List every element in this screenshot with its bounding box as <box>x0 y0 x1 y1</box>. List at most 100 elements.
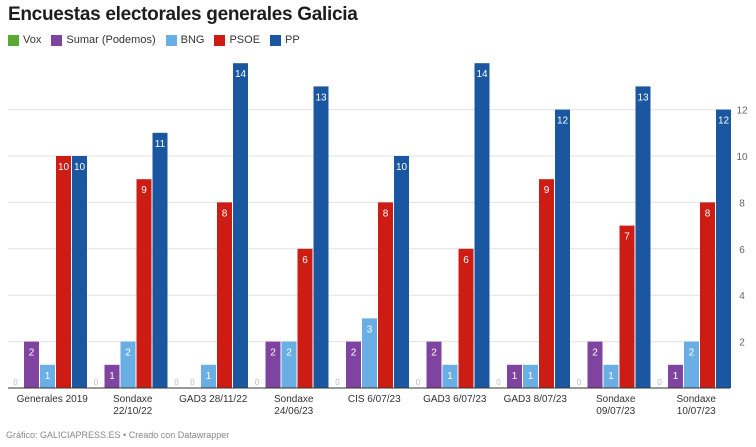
data-label: 0 <box>657 378 662 387</box>
bar-bng <box>684 341 699 388</box>
data-label: 1 <box>528 371 534 382</box>
legend-item: PSOE <box>214 34 260 46</box>
bar-bng <box>362 318 377 388</box>
data-label: 3 <box>367 324 373 335</box>
bar-pp <box>555 109 570 388</box>
x-tick-label: CIS 6/07/23 <box>348 394 401 405</box>
legend-label: Vox <box>23 34 42 46</box>
bar-psoe <box>619 225 635 388</box>
bar-bng <box>120 341 136 388</box>
data-label: 13 <box>315 92 327 103</box>
bar-psoe <box>297 248 313 388</box>
data-label: 10 <box>58 162 70 173</box>
legend-swatch <box>270 34 282 46</box>
data-label: 1 <box>673 371 679 382</box>
bar-bng <box>523 364 538 388</box>
data-label: 6 <box>463 255 469 266</box>
legend-swatch <box>165 34 177 46</box>
data-label: 1 <box>608 371 614 382</box>
data-label: 1 <box>45 371 51 382</box>
bar-bng <box>603 364 619 388</box>
y-tick-label: 4 <box>739 291 745 302</box>
data-label: 0 <box>174 378 179 387</box>
bar-bng <box>442 364 458 388</box>
data-label: 1 <box>109 371 115 382</box>
bar-pp <box>72 156 87 388</box>
bar-sumar-podemos- <box>587 341 603 388</box>
bar-psoe <box>700 202 715 388</box>
bar-pp <box>233 63 248 388</box>
legend-item: Sumar (Podemos) <box>51 34 156 46</box>
data-label: 13 <box>637 92 649 103</box>
data-label: 12 <box>557 116 569 127</box>
data-label: 10 <box>396 162 408 173</box>
x-tick-label: GAD3 28/11/22 <box>179 394 248 405</box>
bar-pp <box>313 86 329 389</box>
data-label: 0 <box>577 378 582 387</box>
legend-item: BNG <box>165 34 204 46</box>
bar-sumar-podemos- <box>426 341 442 388</box>
data-label: 11 <box>155 139 166 150</box>
bar-sumar-podemos- <box>24 341 39 388</box>
data-label: 2 <box>286 348 292 359</box>
bar-pp <box>152 132 168 388</box>
bar-psoe <box>539 179 554 388</box>
data-label: 2 <box>592 348 598 359</box>
data-label: 9 <box>544 185 550 196</box>
data-label: 0 <box>94 378 99 387</box>
data-label: 10 <box>74 162 86 173</box>
data-label: 14 <box>235 69 247 80</box>
bar-bng <box>40 364 55 388</box>
data-label: 9 <box>141 185 147 196</box>
x-tick-label: Sondaxe 10/07/23 <box>677 394 717 417</box>
bar-sumar-podemos- <box>668 364 683 388</box>
bar-psoe <box>458 248 474 388</box>
y-tick-label: 12 <box>736 106 748 117</box>
data-label: 2 <box>689 348 695 359</box>
data-label: 0 <box>255 378 260 387</box>
legend-swatch <box>8 34 19 46</box>
bar-sumar-podemos- <box>104 364 120 388</box>
x-tick-label: Sondaxe 24/06/23 <box>274 394 314 417</box>
y-tick-label: 10 <box>736 152 748 163</box>
x-tick-label: GAD3 6/07/23 <box>423 394 487 405</box>
y-tick-label: 2 <box>739 338 745 349</box>
legend: Vox Sumar (Podemos) BNG PSOE PP <box>8 34 300 46</box>
data-label: 2 <box>351 348 357 359</box>
bar-sumar-podemos- <box>265 341 281 388</box>
bar-pp <box>474 63 490 388</box>
data-label: 2 <box>270 348 276 359</box>
y-tick-label: 6 <box>739 245 745 256</box>
bar-psoe <box>136 179 152 388</box>
data-label: 1 <box>512 371 518 382</box>
data-label: 8 <box>222 208 228 219</box>
data-label: 0 <box>496 378 501 387</box>
x-tick-label: Sondaxe 22/10/22 <box>113 394 153 417</box>
x-tick-label: Generales 2019 <box>17 394 89 405</box>
bar-psoe <box>217 202 232 388</box>
legend-item: Vox <box>8 34 41 46</box>
bar-sumar-podemos- <box>507 364 522 388</box>
legend-label: PP <box>285 34 300 46</box>
data-label: 2 <box>125 348 131 359</box>
legend-item: PP <box>270 34 300 46</box>
bar-pp <box>716 109 731 388</box>
bar-bng <box>201 364 216 388</box>
x-tick-label: GAD3 8/07/23 <box>504 394 568 405</box>
data-label: 12 <box>718 116 730 127</box>
bar-psoe <box>56 156 71 388</box>
data-label: 0 <box>190 378 195 387</box>
data-label: 0 <box>416 378 421 387</box>
data-label: 8 <box>705 208 711 219</box>
legend-label: PSOE <box>229 34 261 46</box>
data-label: 7 <box>624 232 630 243</box>
data-label: 2 <box>431 348 437 359</box>
bar-pp <box>635 86 651 389</box>
bar-bng <box>281 341 297 388</box>
data-label: 8 <box>383 208 389 219</box>
footer-credit: Gráfico: GALICIAPRESS.ES • Creado con Da… <box>6 430 230 440</box>
data-label: 1 <box>206 371 212 382</box>
y-tick-label: 8 <box>739 198 745 209</box>
data-label: 2 <box>29 348 35 359</box>
